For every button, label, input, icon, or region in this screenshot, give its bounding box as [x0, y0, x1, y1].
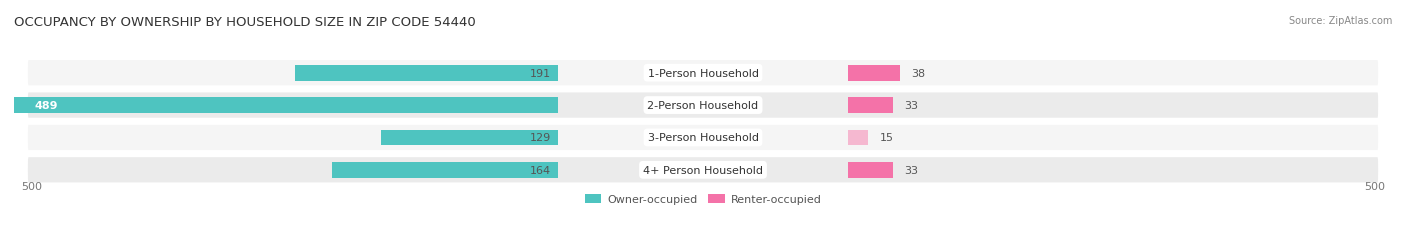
- Text: 191: 191: [530, 68, 551, 78]
- Bar: [0, 98, 558, 113]
- Text: 164: 164: [530, 165, 551, 175]
- FancyBboxPatch shape: [28, 125, 1378, 150]
- Text: Source: ZipAtlas.com: Source: ZipAtlas.com: [1288, 16, 1392, 26]
- Text: 38: 38: [911, 68, 925, 78]
- Text: 500: 500: [1364, 181, 1385, 191]
- Text: 500: 500: [21, 181, 42, 191]
- FancyBboxPatch shape: [28, 93, 1378, 118]
- Text: 3-Person Household: 3-Person Household: [648, 133, 758, 143]
- Legend: Owner-occupied, Renter-occupied: Owner-occupied, Renter-occupied: [581, 189, 825, 209]
- Bar: [295, 66, 558, 81]
- Bar: [848, 66, 900, 81]
- Text: OCCUPANCY BY OWNERSHIP BY HOUSEHOLD SIZE IN ZIP CODE 54440: OCCUPANCY BY OWNERSHIP BY HOUSEHOLD SIZE…: [14, 16, 475, 29]
- Bar: [381, 130, 558, 146]
- Text: 489: 489: [35, 101, 58, 111]
- FancyBboxPatch shape: [28, 158, 1378, 183]
- Bar: [332, 162, 558, 178]
- Bar: [848, 98, 893, 113]
- Text: 1-Person Household: 1-Person Household: [648, 68, 758, 78]
- Text: 15: 15: [879, 133, 893, 143]
- Text: 33: 33: [904, 165, 918, 175]
- Text: 2-Person Household: 2-Person Household: [647, 101, 759, 111]
- Text: 33: 33: [904, 101, 918, 111]
- Text: 129: 129: [530, 133, 551, 143]
- Bar: [848, 130, 869, 146]
- Text: 4+ Person Household: 4+ Person Household: [643, 165, 763, 175]
- FancyBboxPatch shape: [28, 61, 1378, 86]
- Bar: [848, 162, 893, 178]
